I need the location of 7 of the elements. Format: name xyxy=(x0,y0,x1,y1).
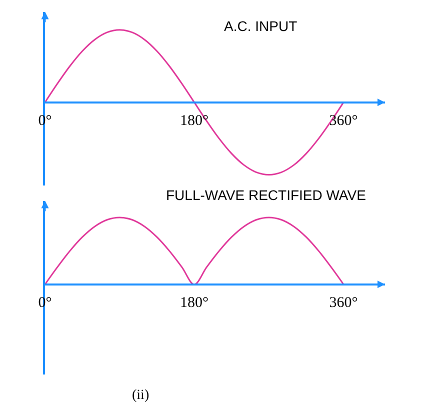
chart-title: A.C. INPUT xyxy=(224,18,298,34)
text: (ii) xyxy=(132,388,150,403)
x-tick-label: 180° xyxy=(180,113,209,130)
x-tick-label: 360° xyxy=(329,113,358,130)
chart-title: FULL-WAVE RECTIFIED WAVE xyxy=(166,187,366,203)
x-tick-label: 360° xyxy=(329,295,358,312)
x-tick-label: 180° xyxy=(180,295,209,312)
